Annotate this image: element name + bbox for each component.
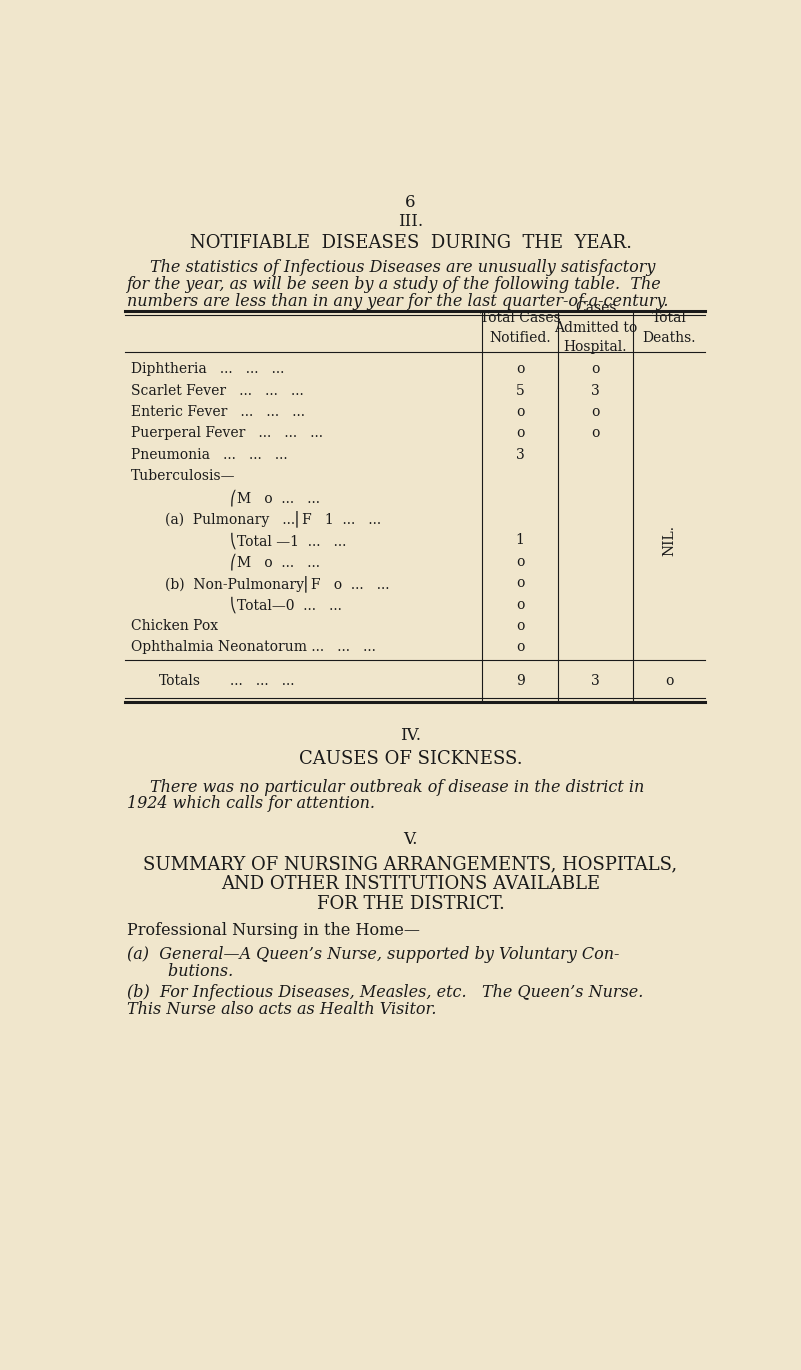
Text: o: o bbox=[516, 597, 525, 611]
Text: o: o bbox=[591, 406, 600, 419]
Text: 3: 3 bbox=[591, 384, 600, 397]
Text: ⎝Total —1  ...   ...: ⎝Total —1 ... ... bbox=[231, 532, 347, 549]
Text: CAUSES OF SICKNESS.: CAUSES OF SICKNESS. bbox=[299, 749, 522, 767]
Text: Scarlet Fever   ...   ...   ...: Scarlet Fever ... ... ... bbox=[131, 384, 304, 397]
Text: o: o bbox=[516, 619, 525, 633]
Text: Professional Nursing in the Home—: Professional Nursing in the Home— bbox=[127, 922, 420, 938]
Text: NOTIFIABLE  DISEASES  DURING  THE  YEAR.: NOTIFIABLE DISEASES DURING THE YEAR. bbox=[190, 234, 631, 252]
Text: III.: III. bbox=[398, 212, 423, 230]
Text: o: o bbox=[516, 577, 525, 590]
Text: 9: 9 bbox=[516, 674, 525, 688]
Text: Diphtheria   ...   ...   ...: Diphtheria ... ... ... bbox=[131, 362, 284, 377]
Text: AND OTHER INSTITUTIONS AVAILABLE: AND OTHER INSTITUTIONS AVAILABLE bbox=[221, 875, 600, 893]
Text: o: o bbox=[516, 362, 525, 377]
Text: 1: 1 bbox=[516, 533, 525, 548]
Text: V.: V. bbox=[404, 832, 417, 848]
Text: Totals: Totals bbox=[159, 674, 201, 688]
Text: ⎛M   o  ...   ...: ⎛M o ... ... bbox=[231, 553, 320, 570]
Text: This Nurse also acts as Health Visitor.: This Nurse also acts as Health Visitor. bbox=[127, 1001, 437, 1018]
Text: ...   ...   ...: ... ... ... bbox=[231, 674, 295, 688]
Text: o: o bbox=[516, 640, 525, 655]
Text: 6: 6 bbox=[405, 195, 416, 211]
Text: 3: 3 bbox=[591, 674, 600, 688]
Text: o: o bbox=[665, 674, 674, 688]
Text: Cases
Admitted to
Hospital.: Cases Admitted to Hospital. bbox=[553, 301, 637, 355]
Text: Total
Deaths.: Total Deaths. bbox=[642, 311, 696, 345]
Text: 3: 3 bbox=[516, 448, 525, 462]
Text: Tuberculosis—: Tuberculosis— bbox=[131, 470, 235, 484]
Text: 5: 5 bbox=[516, 384, 525, 397]
Text: (a)  General—A Queen’s Nurse, supported by Voluntary Con-: (a) General—A Queen’s Nurse, supported b… bbox=[127, 947, 619, 963]
Text: IV.: IV. bbox=[400, 726, 421, 744]
Text: o: o bbox=[516, 426, 525, 440]
Text: (b)  Non-Pulmonary⎜F   o  ...   ...: (b) Non-Pulmonary⎜F o ... ... bbox=[165, 575, 390, 592]
Text: ⎛M   o  ...   ...: ⎛M o ... ... bbox=[231, 489, 320, 506]
Text: numbers are less than in any year for the last quarter-of-a-century.: numbers are less than in any year for th… bbox=[127, 293, 668, 310]
Text: o: o bbox=[516, 406, 525, 419]
Text: o: o bbox=[516, 555, 525, 569]
Text: Total Cases
Notified.: Total Cases Notified. bbox=[480, 311, 561, 345]
Text: 1924 which calls for attention.: 1924 which calls for attention. bbox=[127, 795, 375, 812]
Text: Puerperal Fever   ...   ...   ...: Puerperal Fever ... ... ... bbox=[131, 426, 323, 440]
Text: Ophthalmia Neonatorum ...   ...   ...: Ophthalmia Neonatorum ... ... ... bbox=[131, 640, 376, 655]
Text: SUMMARY OF NURSING ARRANGEMENTS, HOSPITALS,: SUMMARY OF NURSING ARRANGEMENTS, HOSPITA… bbox=[143, 855, 678, 873]
Text: o: o bbox=[591, 426, 600, 440]
Text: NIL.: NIL. bbox=[662, 525, 676, 556]
Text: The statistics of Infectious Diseases are unusually satisfactory: The statistics of Infectious Diseases ar… bbox=[150, 259, 655, 277]
Text: Pneumonia   ...   ...   ...: Pneumonia ... ... ... bbox=[131, 448, 288, 462]
Text: (a)  Pulmonary   ...⎜F   1  ...   ...: (a) Pulmonary ...⎜F 1 ... ... bbox=[165, 511, 381, 527]
Text: FOR THE DISTRICT.: FOR THE DISTRICT. bbox=[316, 896, 505, 914]
Text: butions.: butions. bbox=[127, 963, 233, 980]
Text: Enteric Fever   ...   ...   ...: Enteric Fever ... ... ... bbox=[131, 406, 305, 419]
Text: o: o bbox=[591, 362, 600, 377]
Text: for the year, as will be seen by a study of the following table.  The: for the year, as will be seen by a study… bbox=[127, 277, 662, 293]
Text: (b)  For Infectious Diseases, Measles, etc.   The Queen’s Nurse.: (b) For Infectious Diseases, Measles, et… bbox=[127, 984, 643, 1001]
Text: ⎝Total—0  ...   ...: ⎝Total—0 ... ... bbox=[231, 596, 342, 612]
Text: There was no particular outbreak of disease in the district in: There was no particular outbreak of dise… bbox=[150, 780, 644, 796]
Text: Chicken Pox: Chicken Pox bbox=[131, 619, 219, 633]
